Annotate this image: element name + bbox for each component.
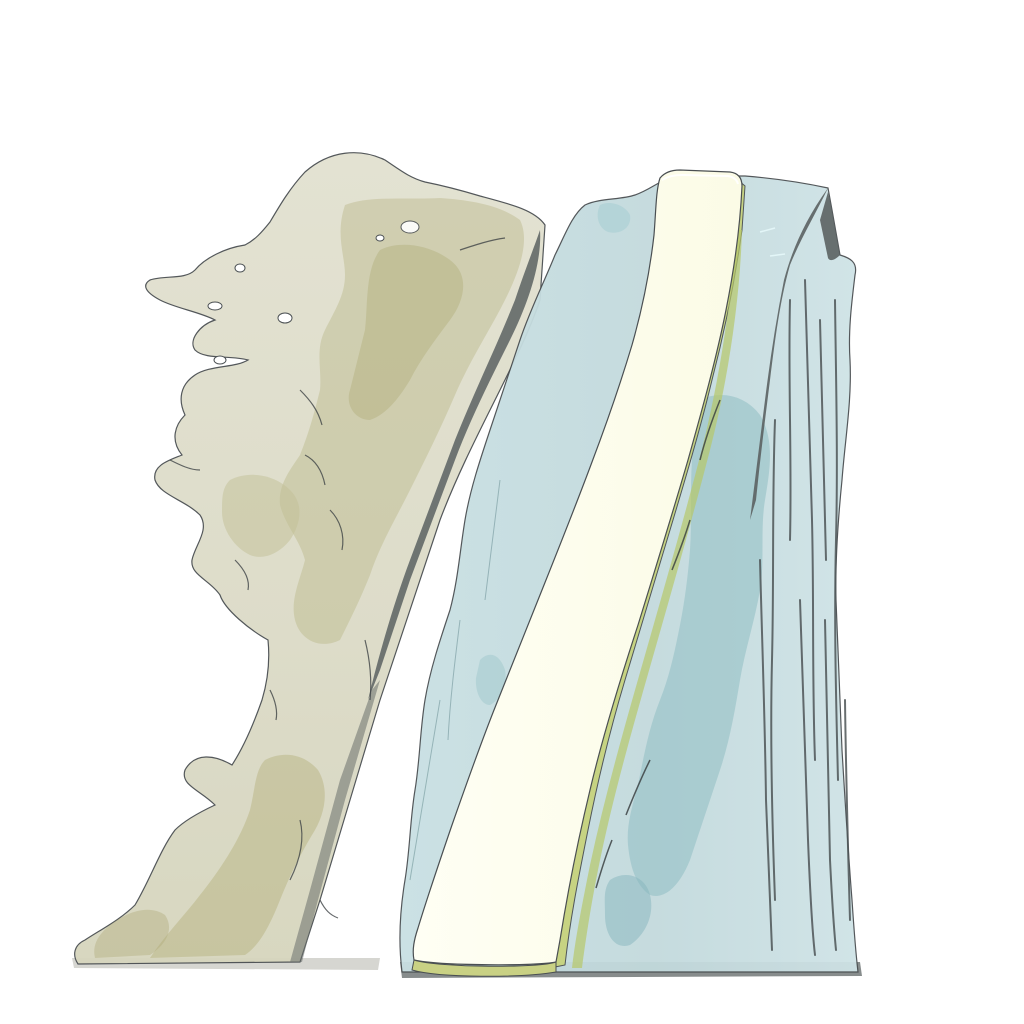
central-core-slab	[411, 169, 746, 977]
core-front-face	[412, 169, 743, 966]
left-mass-body	[74, 152, 546, 965]
left-translucent-mass	[74, 152, 546, 965]
